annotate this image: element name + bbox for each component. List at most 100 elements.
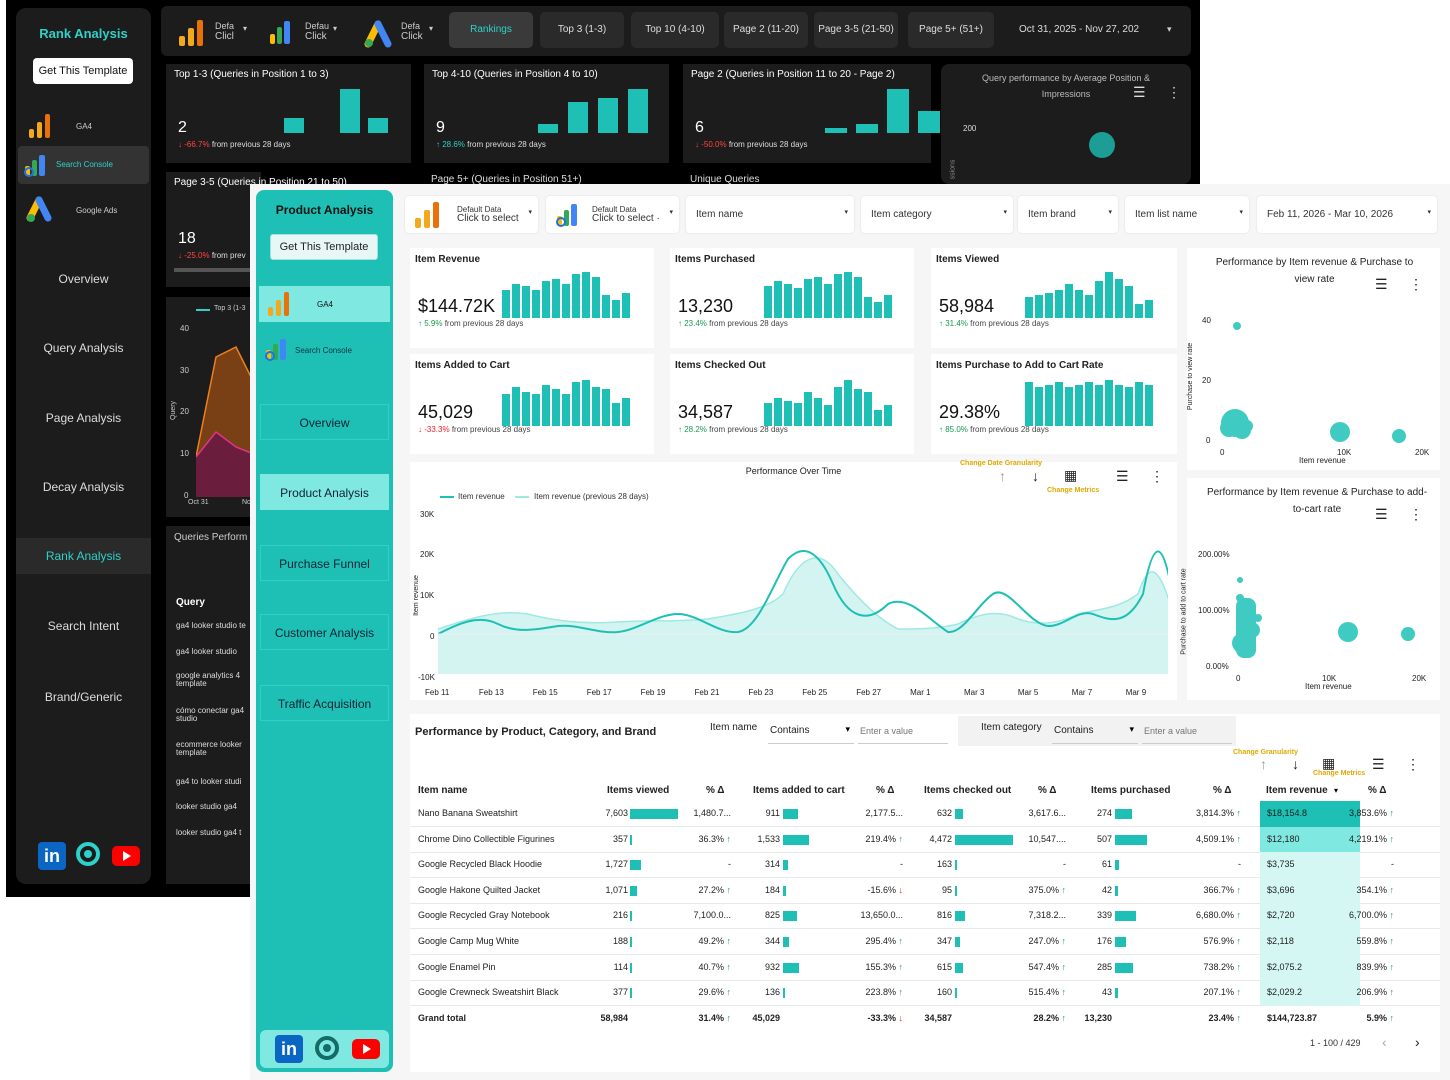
more-options-icon[interactable]: ⋮: [1409, 276, 1423, 292]
back-nav-decay-analysis[interactable]: Decay Analysis: [42, 480, 125, 494]
column-header[interactable]: % Δ: [876, 785, 895, 796]
sort-desc-icon[interactable]: ▾: [1334, 786, 1339, 795]
column-header[interactable]: Items purchased: [1091, 785, 1171, 796]
query-row[interactable]: ecommerce looker template: [176, 740, 242, 757]
item-name-operator-select[interactable]: Contains ▾: [768, 718, 854, 744]
table-row[interactable]: Google Recycled Black Hoodie 1,727 - 314 - 16…: [410, 852, 1440, 879]
filter-icon[interactable]: ☰: [1372, 756, 1385, 772]
back-selector-ga4[interactable]: Defa Clicl ▾: [169, 18, 249, 48]
item-category-value-input[interactable]: [1142, 718, 1232, 744]
back-nav-search-intent[interactable]: Search Intent: [47, 619, 120, 633]
column-header[interactable]: % Δ: [1368, 785, 1387, 796]
cell-revenue-delta: 3,853.6% ↑: [1348, 808, 1394, 818]
item-name-value-input[interactable]: [858, 718, 948, 744]
arrow-up-icon[interactable]: ↑: [999, 468, 1006, 484]
back-nav-rank-analysis[interactable]: Rank Analysis: [16, 538, 151, 574]
column-header[interactable]: Items checked out: [924, 785, 1012, 796]
more-options-icon[interactable]: ⋮: [1150, 468, 1164, 484]
column-header[interactable]: % Δ: [1038, 785, 1057, 796]
brand-logo-icon[interactable]: [313, 1034, 343, 1066]
back-nav-page-analysis[interactable]: Page Analysis: [45, 411, 122, 425]
front-nav-overview[interactable]: Overview: [260, 404, 389, 440]
more-options-icon[interactable]: ⋮: [1406, 756, 1420, 772]
item-list-name-filter[interactable]: Item list name ▾: [1125, 196, 1249, 233]
linkedin-icon[interactable]: in: [275, 1035, 303, 1063]
grand-total-row[interactable]: Grand total 58,984 31.4% ↑ 45,029 -33.3% ↓ 34…: [410, 1005, 1440, 1032]
chevron-right-icon[interactable]: ›: [1415, 1034, 1420, 1050]
front-nav-purchase-funnel[interactable]: Purchase Funnel: [260, 545, 389, 581]
back-get-template-button[interactable]: Get This Template: [33, 58, 133, 84]
tab-page-5-plus[interactable]: Page 5+ (51+): [908, 12, 994, 48]
chart-metrics-icon[interactable]: ▦: [1322, 755, 1336, 771]
item-category-operator-select[interactable]: Contains ▾: [1052, 718, 1138, 744]
arrow-up-icon[interactable]: ↑: [1260, 756, 1267, 772]
table-row[interactable]: Google Hakone Quilted Jacket 1,071 27.2% ↑…: [410, 877, 1440, 904]
back-selector-google-ads[interactable]: Defa Click ▾: [355, 18, 435, 48]
back-nav-brand-generic[interactable]: Brand/Generic: [44, 690, 123, 704]
front-get-template-button[interactable]: Get This Template: [270, 234, 378, 260]
spark-bar: [592, 386, 600, 426]
column-header[interactable]: Items added to cart: [753, 785, 845, 796]
more-options-icon[interactable]: ⋮: [1409, 506, 1423, 522]
tab-top-10[interactable]: Top 10 (4-10): [631, 12, 719, 48]
front-nav-traffic-acquisition[interactable]: Traffic Acquisition: [260, 685, 389, 721]
query-row[interactable]: ga4 looker studio: [176, 647, 237, 656]
back-source-ga4[interactable]: GA4: [18, 108, 149, 146]
query-row[interactable]: ga4 to looker studi: [176, 777, 242, 786]
data-source-selector-ga4[interactable]: Default Data Click to select ▾: [405, 196, 538, 233]
query-row[interactable]: looker studio ga4 t: [176, 828, 242, 837]
tab-rankings[interactable]: Rankings: [449, 12, 533, 48]
youtube-icon[interactable]: [112, 846, 140, 866]
spark-bar: [814, 276, 822, 318]
tab-page-3-5[interactable]: Page 3-5 (21-50): [814, 12, 898, 48]
table-row[interactable]: Chrome Dino Collectible Figurines 357 36.3…: [410, 826, 1440, 853]
data-source-selector-search-console[interactable]: Default Data Click to select · ▾: [546, 196, 679, 233]
column-header[interactable]: % Δ: [1213, 785, 1232, 796]
item-name-filter[interactable]: Item name ▾: [686, 196, 854, 233]
back-selector-search-console[interactable]: Defau Click ▾: [259, 18, 339, 48]
back-nav-overview[interactable]: Overview: [58, 272, 109, 286]
brand-logo-icon[interactable]: [74, 840, 104, 872]
more-options-icon[interactable]: ⋮: [1167, 84, 1181, 100]
cell-items-viewed: 216: [612, 910, 628, 921]
date-range-selector[interactable]: Feb 11, 2026 - Mar 10, 2026 ▾: [1257, 196, 1437, 233]
ytick: 0: [1206, 436, 1211, 445]
chevron-left-icon[interactable]: ‹: [1382, 1034, 1387, 1050]
column-header[interactable]: % Δ: [706, 785, 725, 796]
item-category-filter[interactable]: Item category ▾: [861, 196, 1013, 233]
youtube-icon[interactable]: [352, 1039, 380, 1059]
query-row[interactable]: looker studio ga4: [176, 802, 237, 811]
column-header[interactable]: Items viewed: [607, 785, 670, 796]
back-date-range[interactable]: Oct 31, 2025 - Nov 27, 202: [1019, 24, 1140, 35]
chart-metrics-icon[interactable]: ▦: [1064, 467, 1078, 483]
arrow-down-icon[interactable]: ↓: [1292, 756, 1299, 772]
table-row[interactable]: Google Enamel Pin 114 40.7% ↑ 932 155.3% ↑ 61…: [410, 954, 1440, 981]
back-source-search-console[interactable]: Search Console: [18, 146, 149, 184]
front-nav-product-analysis[interactable]: Product Analysis: [260, 474, 389, 510]
column-header[interactable]: Item revenue: [1266, 785, 1328, 796]
front-source-search-console[interactable]: Search Console: [259, 332, 390, 368]
query-row[interactable]: ga4 looker studio te: [176, 621, 246, 630]
table-row[interactable]: Google Crewneck Sweatshirt Black 377 29.6%…: [410, 980, 1440, 1007]
table-row[interactable]: Google Recycled Gray Notebook 216 7,100.0.…: [410, 903, 1440, 930]
back-nav-query-analysis[interactable]: Query Analysis: [43, 341, 124, 355]
item-brand-filter[interactable]: Item brand ▾: [1018, 196, 1118, 233]
column-header[interactable]: Item name: [418, 785, 468, 796]
chevron-down-icon[interactable]: ▾: [1167, 24, 1172, 34]
filter-icon[interactable]: ☰: [1375, 506, 1388, 522]
tab-page-2[interactable]: Page 2 (11-20): [724, 12, 808, 48]
front-nav-customer-analysis[interactable]: Customer Analysis: [260, 614, 389, 650]
front-source-ga4[interactable]: GA4: [259, 286, 390, 322]
linkedin-icon[interactable]: in: [38, 842, 66, 870]
table-row[interactable]: Nano Banana Sweatshirt 7,603 1,480.7... 911…: [410, 801, 1440, 827]
table-row[interactable]: Google Camp Mug White 188 49.2% ↑ 344 295.4%…: [410, 929, 1440, 955]
back-source-google-ads[interactable]: Google Ads: [18, 192, 149, 230]
arrow-down-icon[interactable]: ↓: [1032, 468, 1039, 484]
filter-icon[interactable]: ☰: [1375, 276, 1388, 292]
query-row[interactable]: cómo conectar ga4 studio: [176, 706, 245, 723]
spark-bar: [1115, 278, 1123, 318]
query-row[interactable]: google analytics 4 template: [176, 671, 241, 688]
tab-top-3[interactable]: Top 3 (1-3): [540, 12, 624, 48]
filter-icon[interactable]: ☰: [1133, 84, 1146, 100]
filter-icon[interactable]: ☰: [1116, 468, 1129, 484]
